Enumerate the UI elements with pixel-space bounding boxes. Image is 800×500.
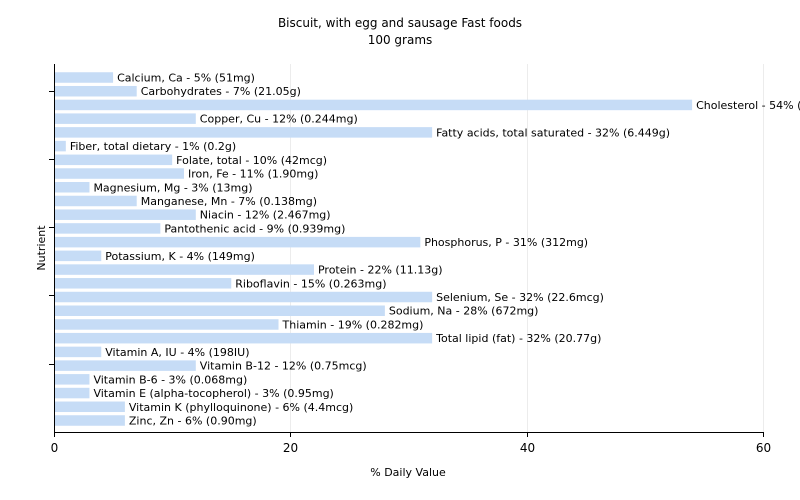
bar bbox=[55, 113, 196, 124]
bar-data-label: Protein - 22% (11.13g) bbox=[318, 264, 443, 277]
grid-lines bbox=[290, 64, 764, 432]
bar-data-label: Vitamin K (phylloquinone) - 6% (4.4mcg) bbox=[129, 401, 353, 414]
chart-title: Biscuit, with egg and sausage Fast foods bbox=[278, 16, 522, 30]
bar bbox=[55, 140, 66, 152]
bar-data-label: Potassium, K - 4% (149mg) bbox=[105, 250, 255, 263]
chart-subtitle: 100 grams bbox=[368, 33, 433, 47]
bar-data-label: Vitamin A, IU - 4% (198IU) bbox=[105, 346, 249, 359]
bar bbox=[55, 305, 385, 316]
bar bbox=[55, 415, 125, 426]
bar bbox=[55, 346, 102, 358]
bar-data-label: Manganese, Mn - 7% (0.138mg) bbox=[141, 195, 317, 208]
bar-data-label: Copper, Cu - 12% (0.244mg) bbox=[200, 113, 358, 126]
bar bbox=[55, 168, 184, 179]
x-tick-label: 20 bbox=[283, 441, 298, 455]
x-tick-label: 60 bbox=[756, 441, 771, 455]
bar bbox=[55, 387, 90, 399]
bar-data-label: Calcium, Ca - 5% (51mg) bbox=[117, 72, 255, 85]
bar-data-label: Niacin - 12% (2.467mg) bbox=[200, 209, 331, 222]
bar bbox=[55, 154, 173, 166]
bars: Calcium, Ca - 5% (51mg)Carbohydrates - 7… bbox=[55, 72, 800, 428]
bar-data-label: Vitamin B-12 - 12% (0.75mcg) bbox=[200, 360, 367, 373]
bar bbox=[55, 195, 137, 207]
bar-data-label: Iron, Fe - 11% (1.90mg) bbox=[188, 168, 318, 181]
y-axis-label: Nutrient bbox=[35, 225, 48, 271]
bar bbox=[55, 85, 137, 97]
bar bbox=[55, 278, 232, 289]
bar bbox=[55, 319, 279, 330]
bar-data-label: Vitamin E (alpha-tocopherol) - 3% (0.95m… bbox=[93, 387, 333, 400]
bar-data-label: Pantothenic acid - 9% (0.939mg) bbox=[164, 222, 345, 235]
bar-data-label: Fiber, total dietary - 1% (0.2g) bbox=[70, 140, 236, 153]
bar-data-label: Cholesterol - 54% (161mg) bbox=[696, 99, 800, 112]
bar-data-label: Phosphorus, P - 31% (312mg) bbox=[424, 236, 588, 249]
bar bbox=[55, 250, 102, 262]
bar bbox=[55, 291, 433, 303]
bar-data-label: Total lipid (fat) - 32% (20.77g) bbox=[435, 332, 601, 345]
x-axis-label: % Daily Value bbox=[370, 466, 446, 479]
axes: 0 20 40 60 bbox=[49, 64, 771, 455]
bar-data-label: Riboflavin - 15% (0.263mg) bbox=[235, 277, 386, 290]
bar bbox=[55, 401, 125, 413]
bar bbox=[55, 182, 90, 193]
bar bbox=[55, 99, 693, 111]
bar bbox=[55, 127, 433, 138]
bar-data-label: Sodium, Na - 28% (672mg) bbox=[389, 305, 539, 318]
bar-data-label: Selenium, Se - 32% (22.6mcg) bbox=[436, 291, 604, 304]
bar bbox=[55, 236, 421, 248]
bar bbox=[55, 72, 114, 83]
bar bbox=[55, 360, 196, 371]
bar-data-label: Folate, total - 10% (42mcg) bbox=[176, 154, 327, 167]
bar-data-label: Fatty acids, total saturated - 32% (6.44… bbox=[436, 126, 670, 139]
bar-data-label: Thiamin - 19% (0.282mg) bbox=[282, 318, 424, 331]
bar-data-label: Magnesium, Mg - 3% (13mg) bbox=[93, 181, 252, 194]
bar bbox=[55, 223, 161, 234]
x-tick-label: 40 bbox=[520, 441, 535, 455]
bar-data-label: Carbohydrates - 7% (21.05g) bbox=[141, 85, 301, 98]
bar bbox=[55, 264, 314, 275]
bar-data-label: Zinc, Zn - 6% (0.90mg) bbox=[129, 415, 257, 428]
x-tick-label: 0 bbox=[51, 441, 59, 455]
bar-data-label: Vitamin B-6 - 3% (0.068mg) bbox=[93, 373, 247, 386]
bar bbox=[55, 332, 433, 344]
bar bbox=[55, 374, 90, 385]
bar bbox=[55, 209, 196, 220]
